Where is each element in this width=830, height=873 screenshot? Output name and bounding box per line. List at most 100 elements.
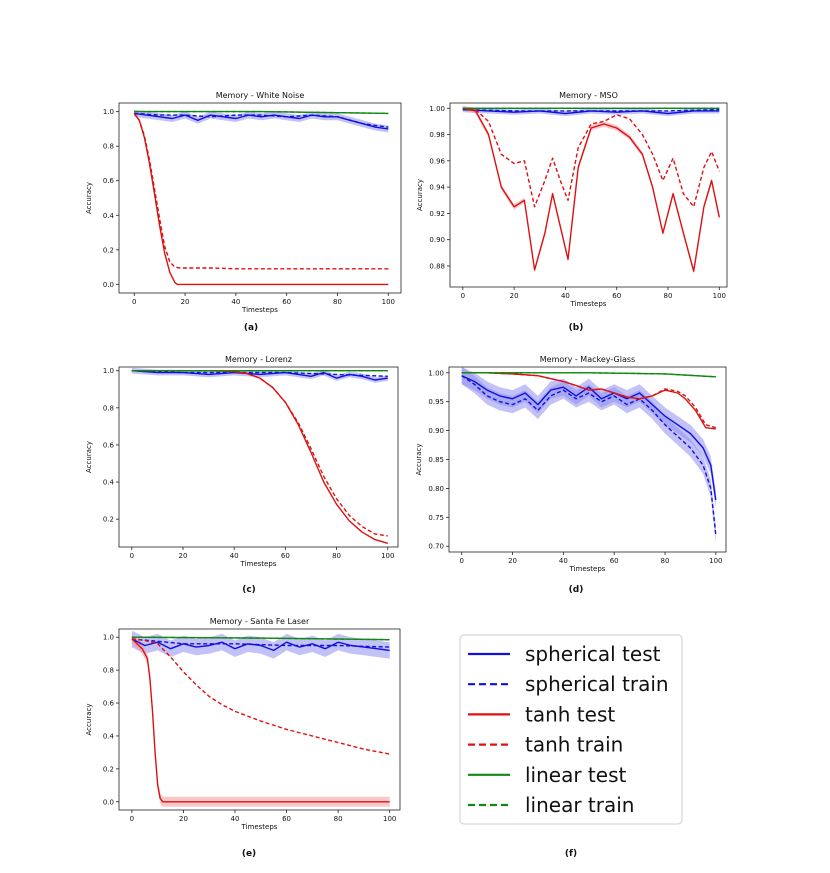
series-line-tanh-test — [131, 370, 388, 544]
chart-title: Memory - MSO — [559, 91, 618, 100]
y-tick-label: 1.0 — [103, 634, 114, 642]
y-tick-label: 0.85 — [428, 456, 444, 464]
plot-frame — [118, 102, 402, 294]
y-tick-label: 0.0 — [103, 798, 114, 806]
y-tick-label: 1.00 — [429, 105, 445, 113]
x-tick-label: 100 — [383, 815, 396, 823]
x-tick-label: 40 — [230, 552, 239, 560]
y-tick-label: 0.94 — [429, 184, 445, 192]
x-axis-label: Timesteps — [569, 565, 606, 573]
x-tick-label: 60 — [612, 292, 621, 300]
legend: spherical test spherical train tanh test ta… — [459, 634, 683, 825]
y-axis-label: Accuracy — [416, 179, 424, 211]
y-tick-label: 0.92 — [429, 210, 445, 218]
x-tick-label: 0 — [130, 552, 134, 560]
chart-title: Memory - Santa Fe Laser — [210, 617, 310, 626]
caption-f: (f) — [565, 849, 577, 859]
y-tick-label: 0.4 — [103, 212, 115, 220]
caption-e: (e) — [242, 849, 256, 859]
caption-c: (c) — [242, 585, 256, 595]
y-tick-label: 0.2 — [103, 765, 114, 773]
y-tick-label: 0.8 — [103, 404, 114, 412]
series-line-tanh-train — [461, 372, 716, 429]
plots-layer: Memory - White Noise Timesteps Accuracy 0 20… — [85, 91, 728, 831]
chart-title: Memory - White Noise — [216, 91, 305, 100]
y-tick-label: 0.88 — [429, 262, 445, 270]
plot-frame — [118, 366, 399, 548]
data-area — [131, 630, 390, 807]
x-tick-label: 80 — [332, 552, 341, 560]
y-tick-label: 1.00 — [428, 369, 444, 377]
series-line-tanh-train — [131, 370, 388, 537]
series-line-tanh-train — [133, 112, 389, 270]
series-band — [131, 633, 390, 807]
series-line-tanh-test — [131, 638, 390, 803]
legend-label: spherical train — [525, 672, 669, 696]
y-axis-label: Accuracy — [85, 441, 93, 473]
chart-panel-1: Memory - MSO Timesteps Accuracy 0 20 40 60 80 10… — [416, 91, 728, 308]
series-line-linear-train — [131, 636, 390, 641]
x-tick-label: 100 — [713, 292, 726, 300]
series-band — [462, 105, 720, 274]
x-axis-label: Timesteps — [570, 300, 607, 308]
legend-frame — [459, 634, 683, 825]
legend-label: tanh test — [525, 702, 615, 726]
x-tick-label: 40 — [231, 815, 240, 823]
x-tick-label: 20 — [179, 552, 188, 560]
series-line-tanh-test — [133, 112, 389, 286]
y-tick-label: 0.98 — [429, 131, 445, 139]
y-tick-label: 0.0 — [103, 281, 114, 289]
x-tick-label: 0 — [132, 298, 136, 306]
chart-panel-3: Memory - Mackey-Glass Timesteps Accuracy 0 2… — [415, 355, 727, 573]
x-tick-label: 40 — [559, 557, 568, 565]
chart-panel-0: Memory - White Noise Timesteps Accuracy 0 20… — [85, 91, 402, 314]
x-axis-label: Timesteps — [241, 306, 278, 314]
legend-label: linear test — [525, 763, 626, 787]
x-tick-label: 0 — [461, 292, 465, 300]
plot-frame — [449, 102, 728, 288]
legend-label: spherical test — [525, 642, 661, 666]
y-tick-label: 1.0 — [103, 367, 114, 375]
x-tick-label: 0 — [130, 815, 134, 823]
y-tick-label: 0.95 — [428, 398, 444, 406]
plot-frame — [448, 366, 727, 553]
data-area — [133, 109, 389, 286]
caption-d: (d) — [569, 585, 584, 595]
series-line-spherical-test — [131, 638, 390, 652]
x-tick-label: 100 — [382, 298, 395, 306]
legend-label: tanh train — [525, 733, 623, 757]
series-line-tanh-train — [131, 638, 390, 755]
data-area — [131, 367, 388, 544]
data-area — [462, 105, 720, 274]
x-tick-label: 100 — [381, 552, 394, 560]
x-tick-label: 20 — [508, 557, 517, 565]
series-line-spherical-test — [462, 108, 720, 115]
y-tick-label: 0.4 — [103, 732, 115, 740]
y-tick-label: 1.0 — [103, 108, 114, 116]
series-line-spherical-train — [134, 112, 389, 128]
series-line-spherical-train — [462, 108, 720, 112]
series-band — [131, 367, 388, 383]
y-tick-label: 0.70 — [428, 543, 444, 551]
plot-frame — [118, 628, 401, 811]
y-tick-label: 0.75 — [428, 514, 444, 522]
x-tick-label: 60 — [282, 298, 291, 306]
data-area — [461, 367, 717, 544]
series-line-linear-train — [461, 372, 716, 378]
x-axis-label: Timesteps — [240, 560, 277, 568]
y-tick-label: 0.96 — [429, 157, 445, 165]
series-line-linear-train — [134, 110, 389, 115]
y-axis-label: Accuracy — [85, 182, 93, 214]
series-line-tanh-train — [462, 107, 720, 208]
x-axis-label: Timesteps — [241, 823, 278, 831]
x-tick-label: 40 — [561, 292, 570, 300]
legend-entries: spherical test spherical train tanh test ta… — [468, 642, 669, 817]
x-tick-label: 80 — [334, 815, 343, 823]
y-tick-label: 0.80 — [428, 485, 444, 493]
x-tick-label: 20 — [179, 815, 188, 823]
y-axis-label: Accuracy — [85, 704, 93, 736]
caption-b: (b) — [569, 323, 584, 333]
y-tick-label: 0.6 — [103, 177, 115, 185]
series-line-spherical-train — [131, 370, 388, 377]
